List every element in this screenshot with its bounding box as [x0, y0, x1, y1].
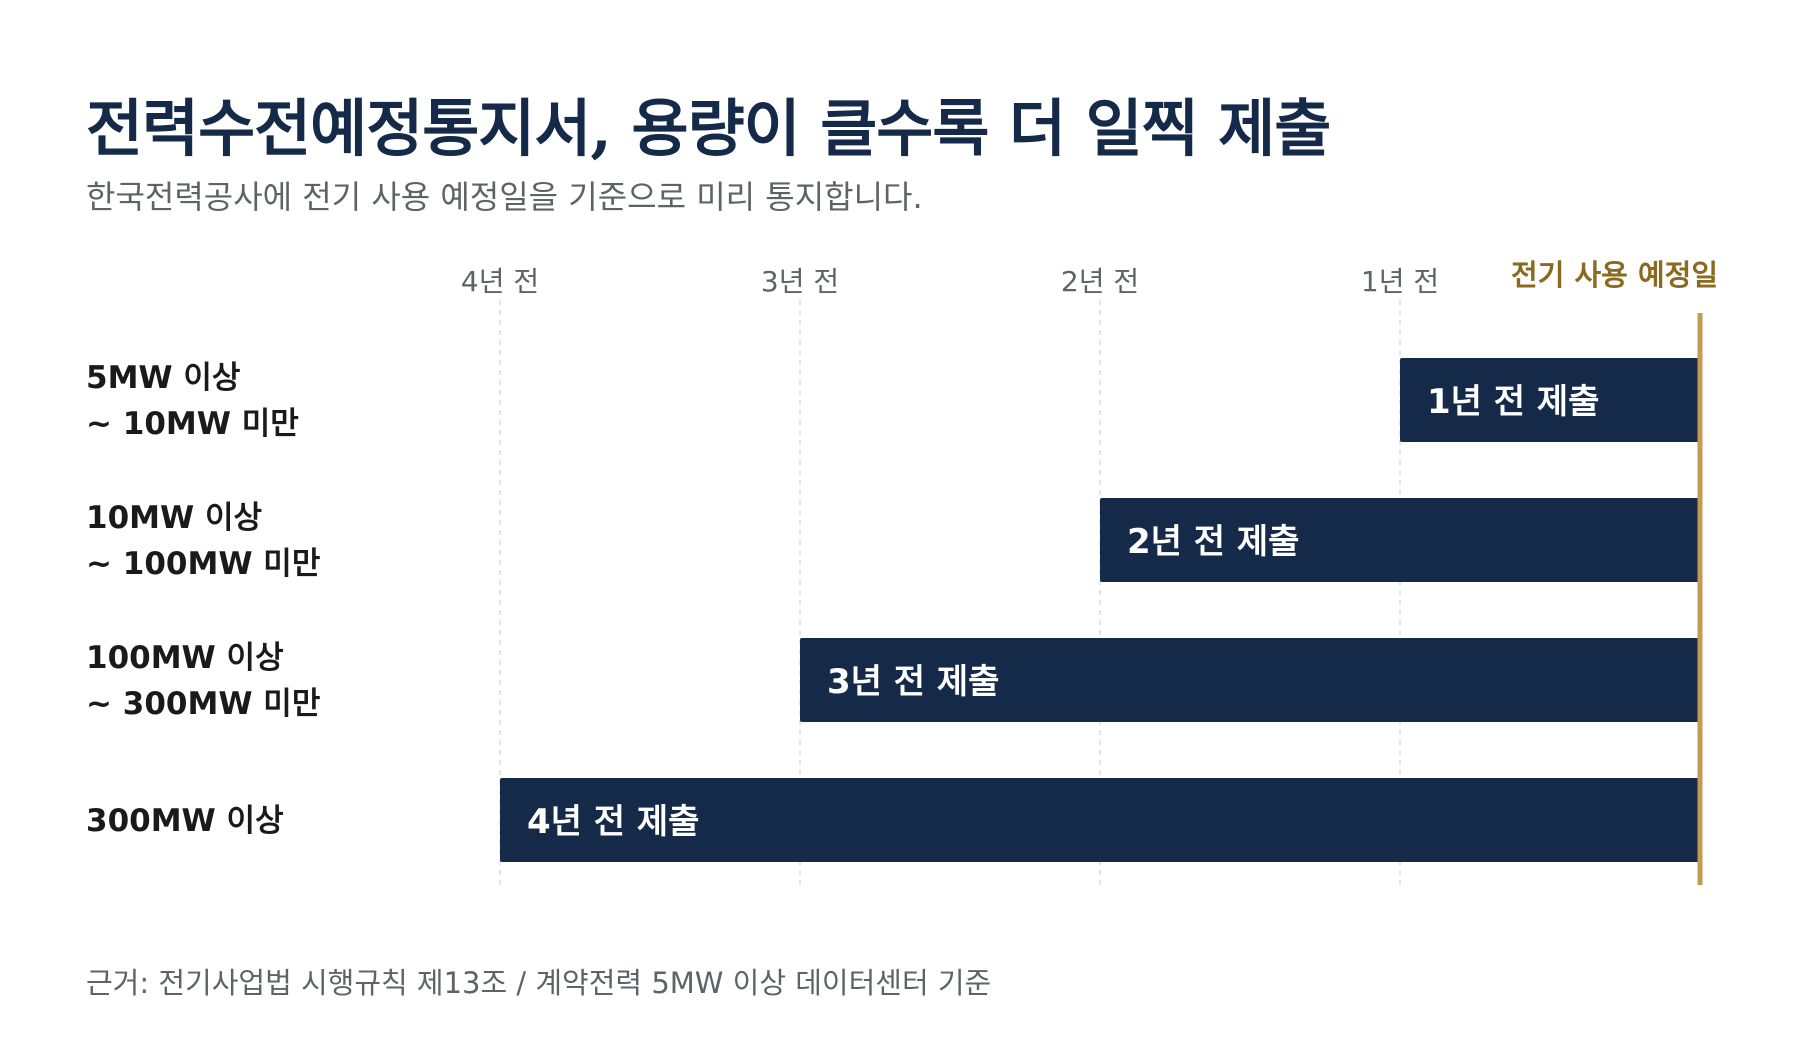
chart-title: 전력수전예정통지서, 용량이 클수록 더 일찍 제출: [86, 92, 1331, 165]
bar: [1100, 498, 1700, 582]
category-label: 300MW 이상: [86, 803, 284, 839]
category-label: 5MW 이상: [86, 360, 240, 396]
bar-label: 1년 전 제출: [1427, 382, 1599, 422]
category-label: ~ 300MW 미만: [86, 686, 320, 722]
category-label: 10MW 이상: [86, 500, 262, 536]
category-label: ~ 10MW 미만: [86, 406, 299, 442]
x-tick-label: 2년 전: [1061, 265, 1139, 298]
bar-label: 3년 전 제출: [827, 662, 999, 702]
x-tick-label: 4년 전: [461, 265, 539, 298]
bar: [500, 778, 1700, 862]
reference-line-label: 전기 사용 예정일: [1511, 258, 1718, 292]
bar-label: 4년 전 제출: [527, 802, 699, 842]
bar: [1400, 358, 1700, 442]
bar-label: 2년 전 제출: [1127, 522, 1299, 562]
x-tick-label: 3년 전: [761, 265, 839, 298]
category-label: ~ 100MW 미만: [86, 546, 320, 582]
source-footnote: 근거: 전기사업법 시행규칙 제13조 / 계약전력 5MW 이상 데이터센터 …: [86, 966, 992, 1000]
chart-subtitle: 한국전력공사에 전기 사용 예정일을 기준으로 미리 통지합니다.: [86, 178, 923, 216]
timeline-bar-chart: 4년 전 3년 전 2년 전 1년 전 1년 전 제출 5MW 이상 ~ 10MW 미만 2년…: [86, 258, 1718, 885]
x-tick-label: 1년 전: [1361, 265, 1439, 298]
bar: [800, 638, 1700, 722]
category-label: 100MW 이상: [86, 640, 284, 676]
